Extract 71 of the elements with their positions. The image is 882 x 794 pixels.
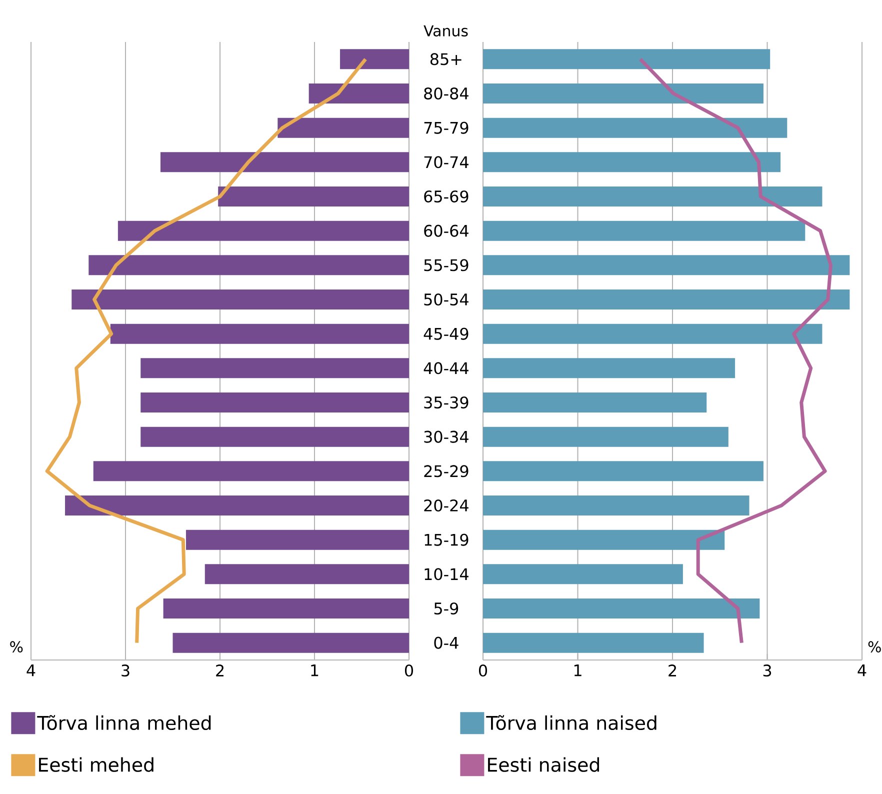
bar [160,152,409,172]
bar [278,118,409,138]
bar [483,392,707,412]
bar [483,495,750,516]
bar [65,495,409,516]
bar [172,632,409,653]
bar [483,83,764,104]
legend-label: Eesti mehed [39,757,154,772]
y-tick-label: 40-44 [424,362,468,374]
bar [483,461,764,482]
bar [110,324,409,344]
y-tick-label: 10-14 [424,568,468,580]
x-tick-label: 3 [763,664,772,677]
x-tick-label: 1 [574,664,582,676]
y-axis-title: Vanus [424,25,468,36]
bar [483,289,850,310]
bar [483,220,806,241]
x-tick-label: 0 [404,664,414,677]
y-tick-label: 5-9 [434,602,458,615]
y-tick-label: 75-79 [424,122,468,134]
y-tick-label: 50-54 [424,293,468,306]
x-axis-title: % [10,641,23,652]
y-tick-label: 45-49 [424,328,468,340]
bar [483,255,850,276]
legend-label: Tõrva linna naised [486,715,656,730]
y-tick-label: 60-64 [424,224,468,237]
y-tick-label: 35-39 [424,396,468,409]
bar [204,564,409,584]
bar [72,289,409,310]
bar [483,324,822,344]
bar [93,461,409,482]
bar [483,632,704,653]
legend-label: Tõrva linna mehed [37,715,211,730]
y-tick-label: 20-24 [424,499,468,512]
bar [483,152,781,172]
bar [140,392,409,412]
bar [483,118,788,138]
bar [483,598,760,618]
bar [186,530,409,550]
x-tick-label: 3 [122,664,130,677]
bar [308,83,409,104]
y-tick-label: 80-84 [424,87,468,100]
x-tick-label: 2 [216,664,224,676]
bar [483,186,822,206]
bar [218,186,409,206]
bar [140,426,409,447]
x-tick-label: 4 [858,664,866,676]
x-tick-label: 2 [668,664,676,676]
bar [483,426,728,447]
bar [483,49,770,70]
y-tick-label: 30-34 [424,430,468,443]
y-tick-label: 0-4 [434,636,458,649]
bar [88,255,409,276]
y-tick-label: 85+ [430,53,462,66]
x-tick-label: 1 [311,664,318,676]
y-tick-label: 70-74 [424,156,468,168]
bar [340,49,409,70]
bar [118,220,409,241]
bar [140,358,409,378]
x-tick-label: 4 [26,664,36,676]
y-tick-label: 25-29 [424,465,468,478]
y-tick-label: 15-19 [424,534,468,546]
legend-label: Eesti naised [488,757,600,772]
bar [483,530,725,550]
bar [483,358,736,378]
y-tick-label: 65-69 [424,190,468,203]
x-tick-label: 0 [478,664,488,677]
bar [163,598,409,618]
bar [483,564,683,584]
x-axis-title: % [868,641,881,652]
y-tick-label: 55-59 [424,259,468,272]
